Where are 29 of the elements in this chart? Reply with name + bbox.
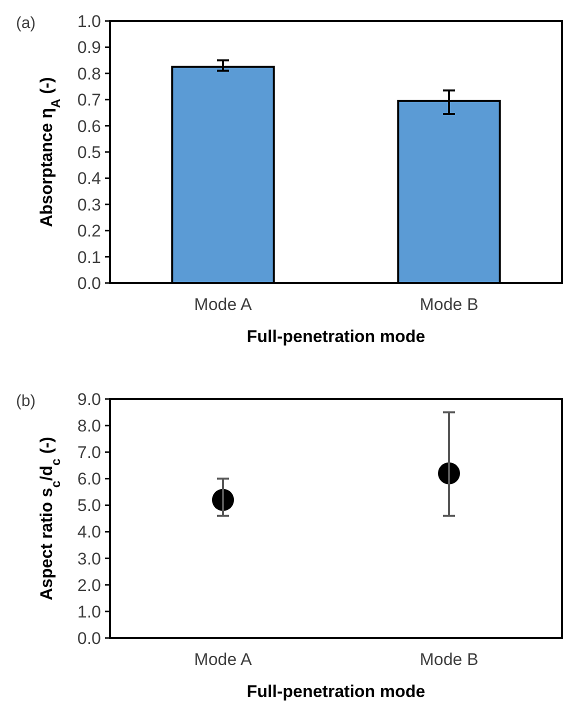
text: (a) (16, 15, 36, 32)
y-tick-label: 0.5 (77, 142, 101, 162)
y-tick-label: 0.9 (77, 38, 101, 58)
y-tick-label: 0.0 (77, 628, 101, 648)
x-axis-title: Full-penetration mode (246, 682, 426, 701)
y-tick-label: 0.3 (77, 195, 101, 214)
y-tick-label: 9.0 (77, 390, 101, 409)
y-tick-label: 0.4 (77, 169, 101, 188)
y-tick-label: 5.0 (77, 496, 101, 516)
y-tick-label: 0.1 (77, 248, 101, 267)
y-tick-label: 0.2 (77, 222, 101, 241)
y-tick-label: 1.0 (77, 12, 101, 31)
y-tick-label: 2.0 (77, 576, 101, 595)
text: (b) (16, 393, 36, 410)
y-tick-label: 1.0 (77, 602, 101, 622)
y-tick-label: 0.7 (77, 90, 101, 110)
y-tick-label: 4.0 (77, 522, 101, 542)
y-tick-label: 3.0 (77, 549, 101, 568)
y-tick-label: 7.0 (77, 443, 101, 462)
x-axis-title: Full-penetration mode (246, 327, 426, 346)
y-tick-label: 0.6 (77, 116, 101, 136)
y-tick-label: 0.8 (77, 64, 101, 84)
x-tick-label: Mode B (420, 295, 478, 314)
y-tick-label: 0.0 (77, 274, 101, 293)
y-tick-label: 6.0 (77, 470, 101, 489)
x-tick-label: Mode B (420, 650, 478, 669)
x-tick-label: Mode A (194, 295, 252, 314)
y-tick-label: 8.0 (77, 416, 101, 436)
x-tick-label: Mode A (194, 650, 252, 669)
